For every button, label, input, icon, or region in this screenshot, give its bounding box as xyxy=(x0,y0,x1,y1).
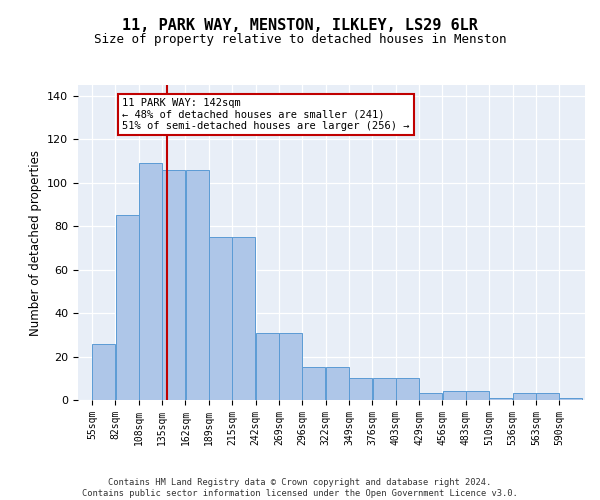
Bar xyxy=(559,398,583,400)
Bar xyxy=(185,170,209,400)
Bar xyxy=(302,368,325,400)
Bar xyxy=(466,392,489,400)
Bar xyxy=(232,237,256,400)
Text: Contains HM Land Registry data © Crown copyright and database right 2024.
Contai: Contains HM Land Registry data © Crown c… xyxy=(82,478,518,498)
Bar xyxy=(92,344,115,400)
Bar xyxy=(162,170,185,400)
Bar xyxy=(396,378,419,400)
Y-axis label: Number of detached properties: Number of detached properties xyxy=(29,150,41,336)
Bar xyxy=(513,394,536,400)
Bar xyxy=(139,163,162,400)
Bar xyxy=(373,378,395,400)
Text: 11 PARK WAY: 142sqm
← 48% of detached houses are smaller (241)
51% of semi-detac: 11 PARK WAY: 142sqm ← 48% of detached ho… xyxy=(122,98,410,131)
Bar xyxy=(419,394,442,400)
Bar xyxy=(116,216,139,400)
Bar xyxy=(490,398,512,400)
Text: Size of property relative to detached houses in Menston: Size of property relative to detached ho… xyxy=(94,32,506,46)
Bar xyxy=(256,332,279,400)
Bar xyxy=(209,237,232,400)
Bar xyxy=(443,392,466,400)
Bar xyxy=(279,332,302,400)
Bar xyxy=(349,378,372,400)
Bar xyxy=(536,394,559,400)
Text: 11, PARK WAY, MENSTON, ILKLEY, LS29 6LR: 11, PARK WAY, MENSTON, ILKLEY, LS29 6LR xyxy=(122,18,478,32)
Bar xyxy=(326,368,349,400)
